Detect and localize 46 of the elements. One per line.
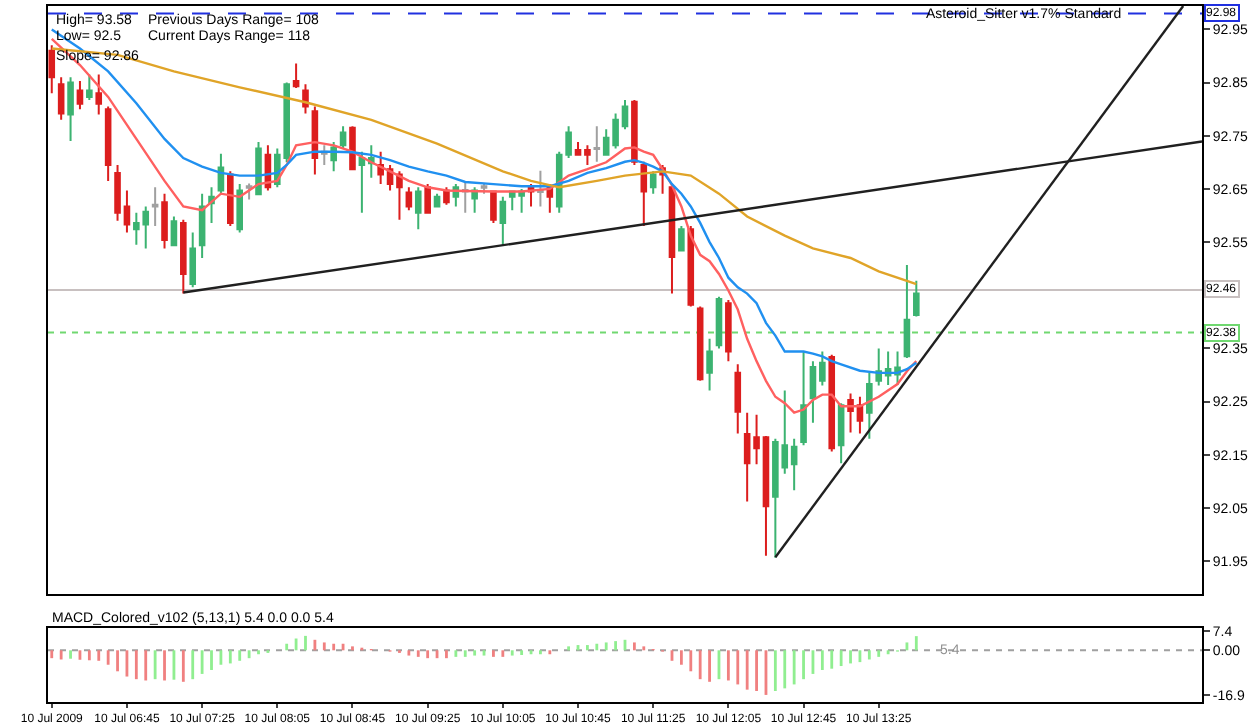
candlestick (189, 231, 197, 289)
candlestick (537, 169, 544, 208)
candlestick (292, 62, 300, 89)
candlestick (715, 295, 723, 350)
candlestick (593, 125, 601, 163)
candlestick (236, 183, 243, 234)
candlestick (678, 225, 685, 253)
line-series (50, 47, 918, 286)
candlestick (424, 183, 431, 214)
candlestick (86, 73, 93, 102)
candlestick (461, 180, 469, 214)
candlestick (913, 279, 920, 318)
candlestick (903, 263, 911, 359)
candlestick (349, 125, 356, 171)
candlestick (687, 225, 695, 308)
candlestick (828, 353, 836, 453)
candlestick (668, 183, 676, 295)
candlestick (490, 190, 497, 224)
candlestick (76, 79, 84, 111)
candlestick (151, 186, 159, 228)
candlestick (725, 299, 732, 363)
candlestick (800, 350, 807, 447)
candlestick (499, 195, 507, 247)
candlestick (837, 404, 845, 465)
candlestick (227, 170, 234, 228)
candlestick (649, 170, 657, 195)
candlestick (706, 337, 713, 392)
candlestick (866, 371, 873, 440)
candlestick (161, 192, 168, 250)
candlestick (414, 186, 422, 231)
candlestick (57, 76, 65, 121)
candlestick (640, 160, 648, 228)
candlestick (104, 105, 112, 182)
candlestick (180, 218, 187, 295)
candlestick (198, 192, 206, 259)
candlestick (405, 186, 413, 212)
candlestick (734, 363, 742, 435)
candlestick (67, 76, 74, 143)
candlestick (245, 182, 253, 201)
candlestick (48, 44, 56, 95)
candlestick (170, 215, 178, 247)
candlestick (696, 305, 704, 382)
candlestick (631, 99, 638, 166)
candlestick (875, 347, 883, 387)
candlestick (339, 125, 347, 150)
candlestick (95, 73, 103, 116)
